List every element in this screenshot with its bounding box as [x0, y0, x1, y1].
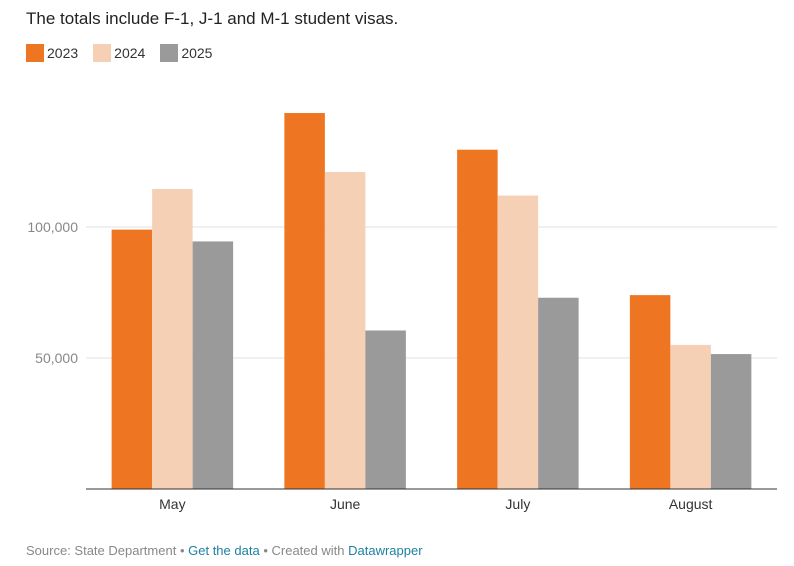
legend-item-2024: 2024 [93, 44, 145, 62]
bar-2025-may [192, 241, 234, 489]
bar-2024-august [670, 344, 711, 489]
bar-2025-august [710, 354, 752, 489]
legend-swatch-2023 [26, 44, 44, 62]
y-tick-label: 50,000 [35, 350, 78, 366]
bar-2023-july [457, 149, 498, 489]
bar-2024-june [324, 171, 366, 490]
footer-separator: • [179, 543, 185, 558]
x-tick-label: June [330, 496, 361, 512]
bar-2023-may [111, 229, 153, 489]
legend-swatch-2024 [93, 44, 112, 62]
footer-separator: • [263, 543, 268, 558]
source-text: Source: State Department [26, 543, 177, 558]
bar-2024-may [152, 189, 193, 489]
bar-2023-june [284, 113, 325, 489]
bar-2024-july [497, 195, 539, 489]
legend-item-2023: 2023 [26, 44, 78, 62]
bar-2025-june [365, 330, 406, 489]
legend: 2023 2024 2025 [26, 44, 227, 62]
chart-subtitle: The totals include F-1, J-1 and M-1 stud… [26, 9, 399, 28]
created-with-text: Created with [271, 543, 345, 558]
legend-label-2023: 2023 [47, 45, 79, 61]
x-tick-label: August [669, 496, 713, 512]
legend-label-2024: 2024 [114, 45, 146, 61]
x-tick-label: July [505, 496, 530, 512]
bar-2023-august [629, 295, 671, 489]
y-tick-label: 100,000 [27, 219, 78, 235]
bar-2025-july [538, 297, 579, 489]
chart-footer: Source: State Department • Get the data … [26, 543, 423, 558]
get-the-data-link[interactable]: Get the data [188, 543, 260, 558]
x-tick-label: May [159, 496, 185, 512]
legend-item-2025: 2025 [160, 44, 212, 62]
datawrapper-link[interactable]: Datawrapper [348, 543, 423, 558]
legend-swatch-2025 [160, 44, 179, 62]
legend-label-2025: 2025 [181, 45, 213, 61]
